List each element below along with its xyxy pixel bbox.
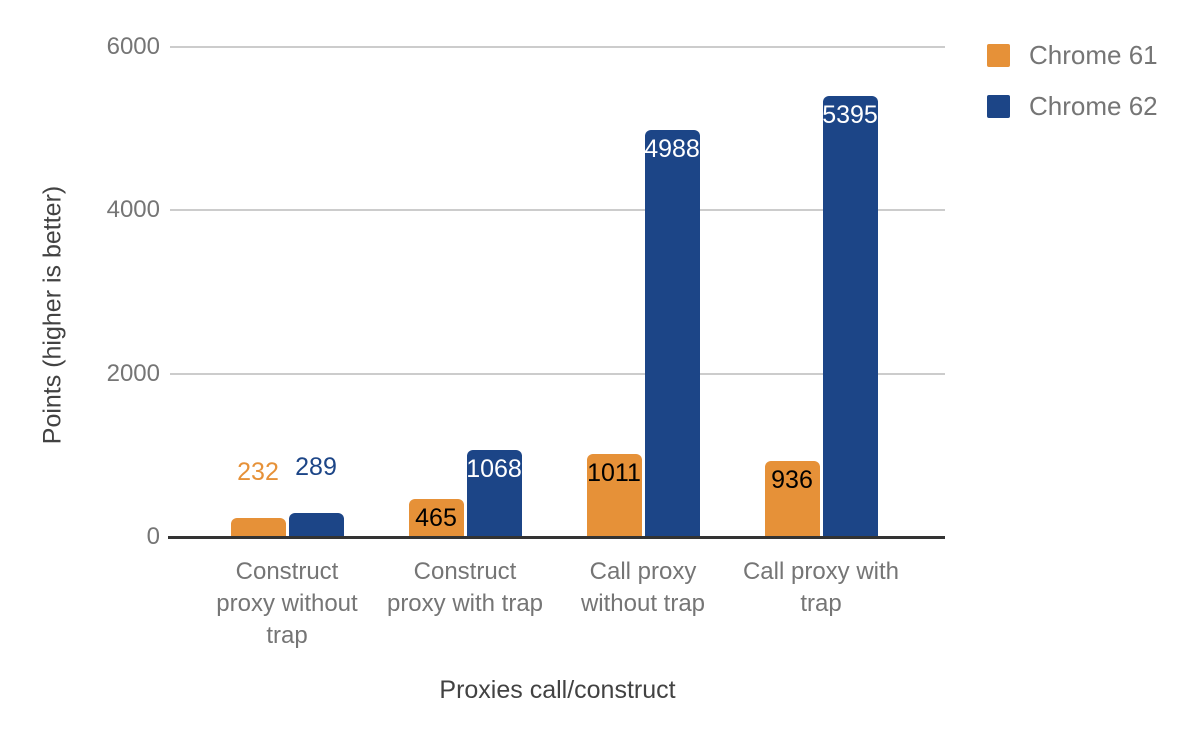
bar-chrome-62-category-1[interactable] bbox=[288, 513, 344, 537]
legend-item-chrome-62: Chrome 62 bbox=[987, 93, 1158, 120]
legend: Chrome 61 Chrome 62 bbox=[987, 42, 1158, 144]
bar-slot-chrome-62-4: 5395 bbox=[822, 47, 878, 537]
bar-slot-chrome-62-2: 1068 bbox=[466, 47, 522, 537]
bar-chrome-61-category-2[interactable] bbox=[408, 499, 464, 537]
bar-value-label: 1011 bbox=[587, 459, 641, 488]
bar-slot-chrome-62-3: 4988 bbox=[644, 47, 700, 537]
y-tick-label-2000: 2000 bbox=[106, 359, 160, 387]
bar-slot-chrome-61-1: 232 bbox=[230, 47, 286, 537]
legend-swatch-chrome-61 bbox=[987, 44, 1010, 67]
bar-slot-chrome-61-4: 936 bbox=[764, 47, 820, 537]
bar-chrome-62-category-2[interactable] bbox=[466, 449, 522, 537]
bar-value-label: 5395 bbox=[822, 101, 878, 130]
plot-area: 232 289 465 1068 1011 4988 936 5395 bbox=[168, 46, 945, 539]
bar-group-1: 232 289 bbox=[198, 47, 376, 537]
bar-group-3: 1011 4988 bbox=[554, 47, 732, 537]
category-label-4: Call proxy with trap bbox=[742, 558, 900, 617]
bar-group-2: 465 1068 bbox=[376, 47, 554, 537]
x-axis-title: Proxies call/construct bbox=[439, 676, 676, 704]
legend-item-chrome-61: Chrome 61 bbox=[987, 42, 1158, 69]
y-tick-label-4000: 4000 bbox=[106, 196, 160, 224]
bar-chrome-62-category-4[interactable] bbox=[822, 96, 878, 537]
y-tick-label-6000: 6000 bbox=[106, 33, 160, 60]
bar-slot-chrome-61-3: 1011 bbox=[586, 47, 642, 537]
gridline-4000 bbox=[170, 209, 945, 212]
gridline-6000 bbox=[170, 46, 945, 48]
legend-label-chrome-61: Chrome 61 bbox=[1029, 40, 1158, 70]
bar-group-4: 936 5395 bbox=[732, 47, 910, 537]
bar-value-label: 232 bbox=[237, 458, 279, 487]
bar-value-label: 289 bbox=[295, 453, 337, 482]
bar-slot-chrome-62-1: 289 bbox=[288, 47, 344, 537]
bar-chrome-61-category-3[interactable] bbox=[586, 454, 642, 537]
gridline-2000 bbox=[170, 372, 945, 375]
bar-value-label: 465 bbox=[415, 504, 457, 533]
bar-slot-chrome-61-2: 465 bbox=[408, 47, 464, 537]
bar-chrome-61-category-4[interactable] bbox=[764, 460, 820, 537]
x-axis-category-labels: Construct proxy without trap Construct pr… bbox=[198, 556, 910, 652]
legend-label-chrome-62: Chrome 62 bbox=[1029, 91, 1158, 121]
bar-value-label: 1068 bbox=[466, 454, 522, 483]
legend-swatch-chrome-62 bbox=[987, 95, 1010, 118]
category-label-3: Call proxy without trap bbox=[580, 558, 706, 617]
category-label-2: Construct proxy with trap bbox=[386, 558, 544, 617]
bar-value-label: 4988 bbox=[644, 134, 700, 163]
bar-groups: 232 289 465 1068 1011 4988 936 5395 bbox=[198, 47, 910, 537]
bar-chrome-61-category-1[interactable] bbox=[230, 518, 286, 537]
x-axis-line bbox=[168, 536, 945, 539]
bar-value-label: 936 bbox=[771, 465, 813, 494]
category-label-1: Construct proxy without trap bbox=[216, 558, 358, 649]
y-tick-label-0: 0 bbox=[146, 523, 160, 550]
bar-chrome-62-category-3[interactable] bbox=[644, 129, 700, 537]
